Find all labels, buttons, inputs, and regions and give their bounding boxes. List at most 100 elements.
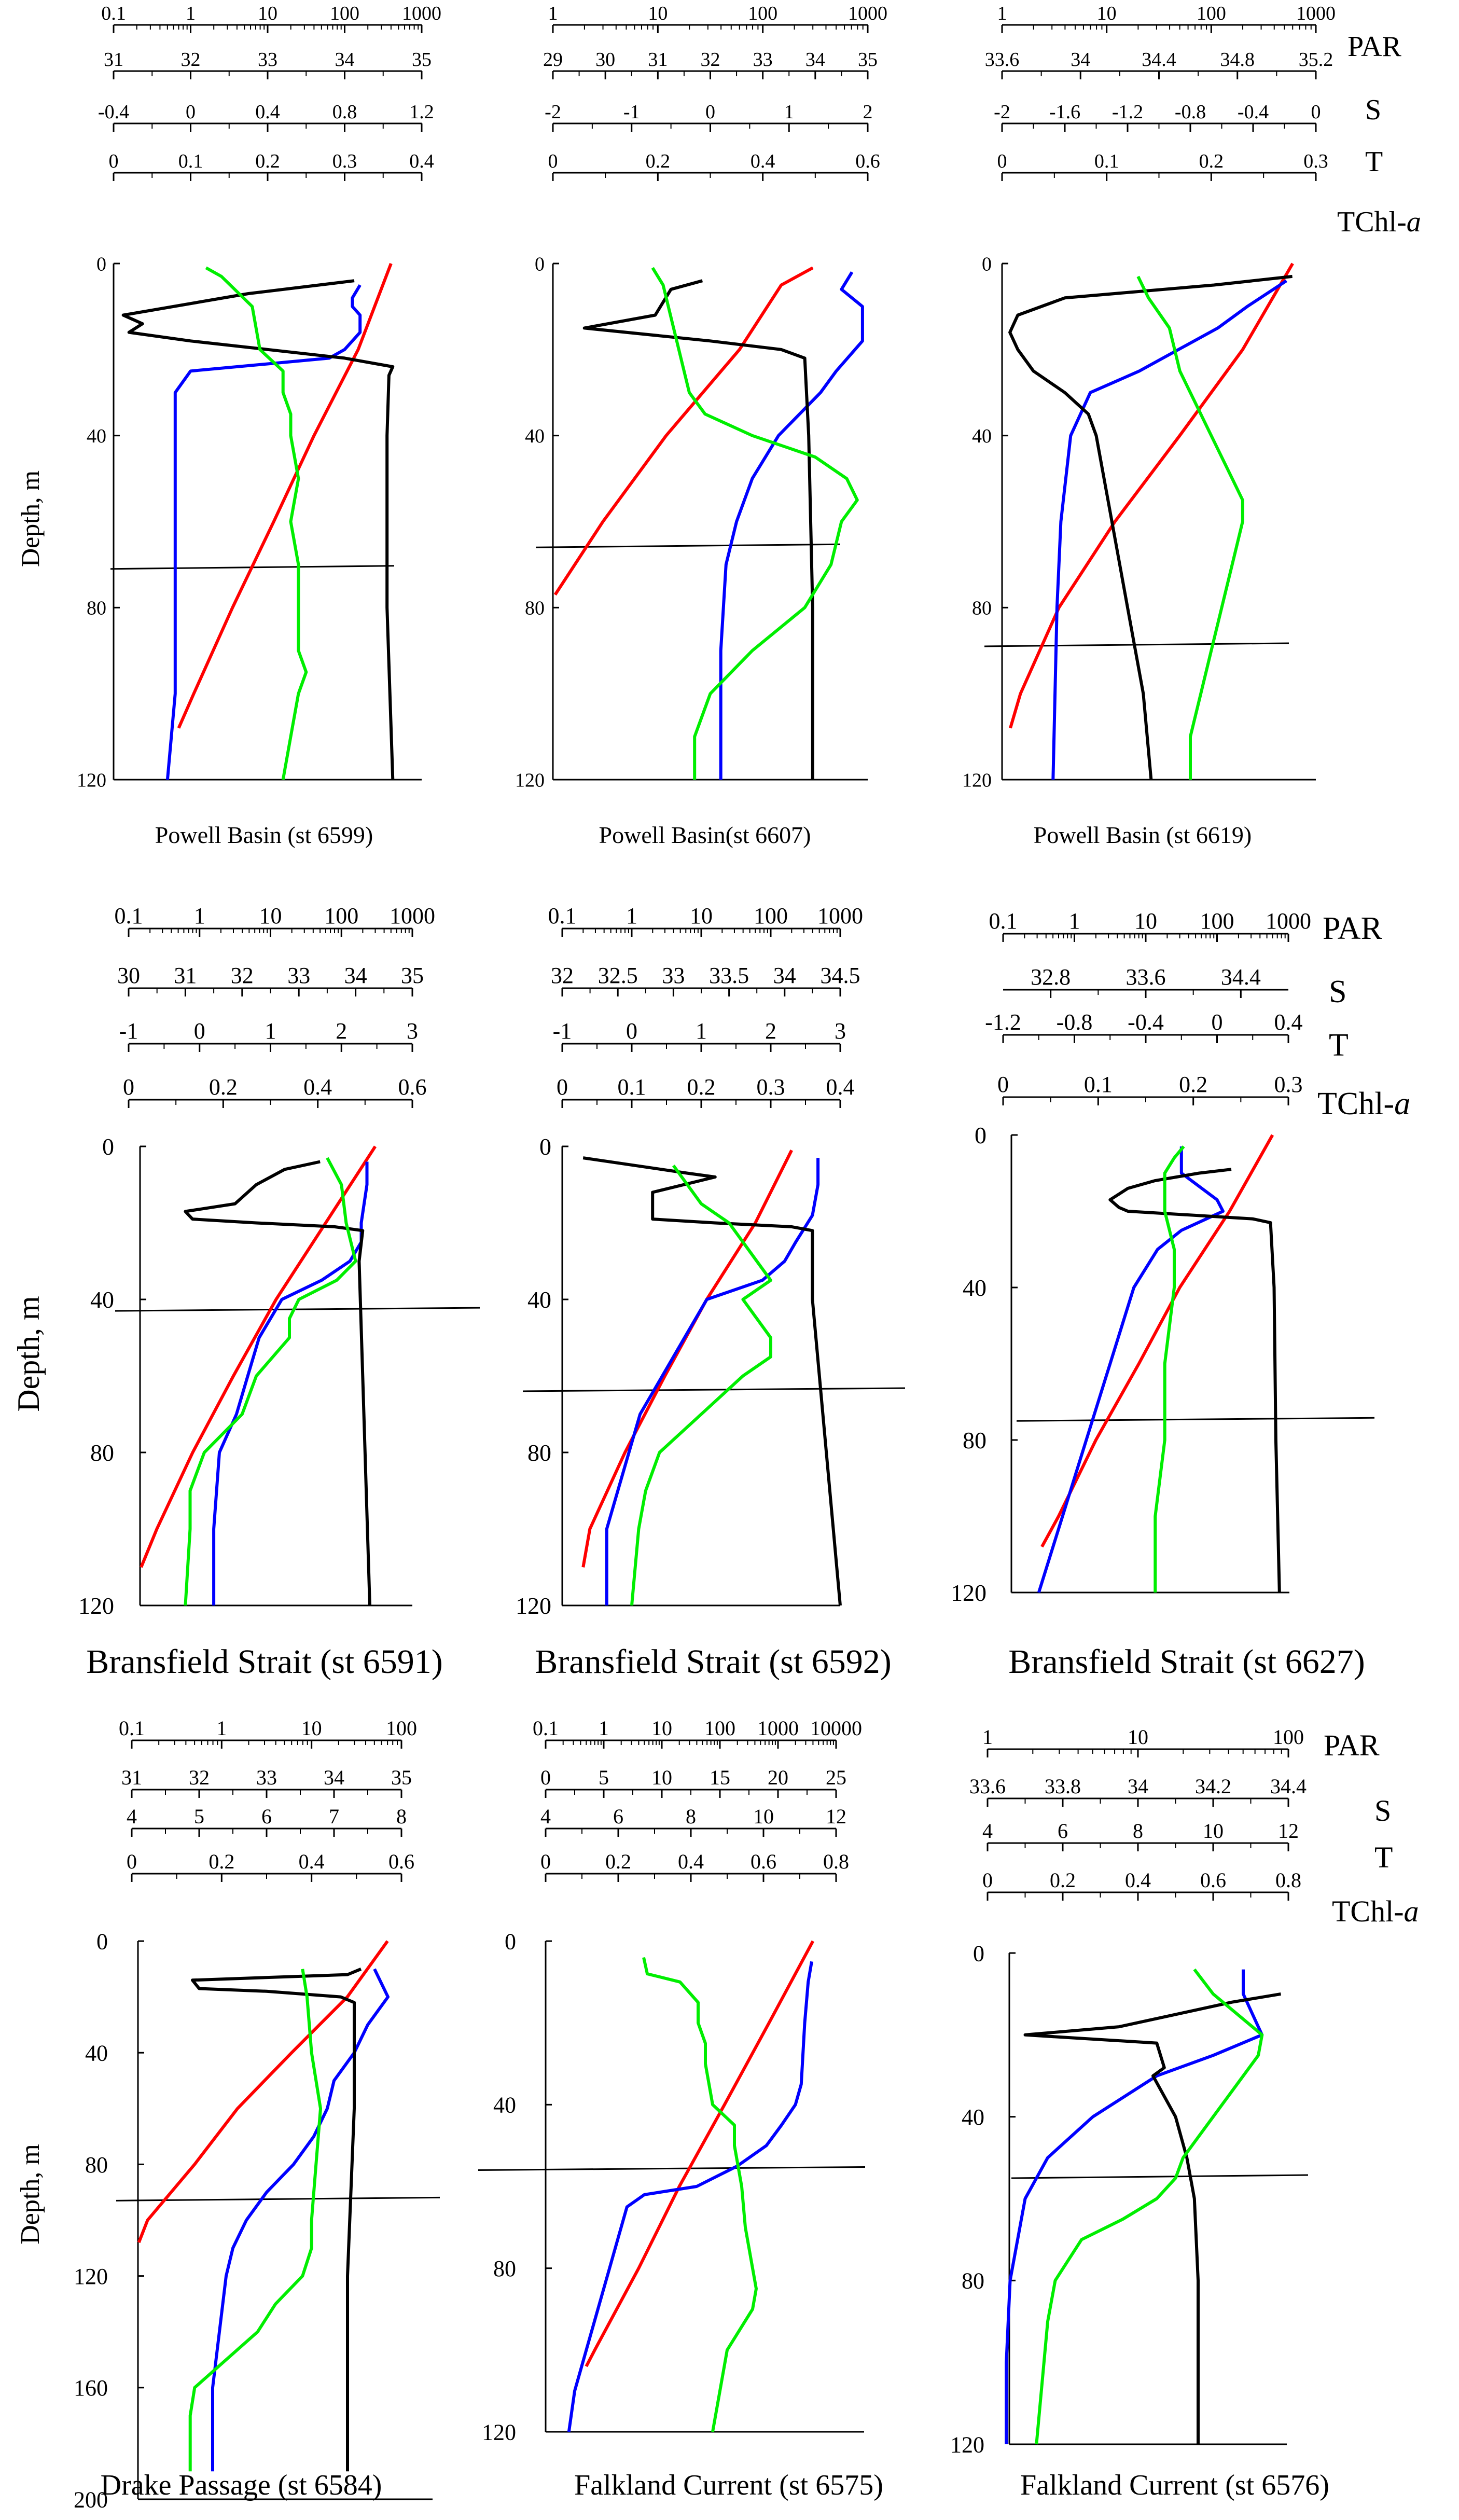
legend-row3: PAR S T TChl-a (1324, 1728, 1419, 1928)
axis-tick-label: 32 (551, 963, 574, 988)
axis-tick-label: 0.1 (1094, 150, 1119, 172)
axis-tick-label: 8 (686, 1805, 696, 1828)
depth-tick-label: 0 (535, 253, 545, 275)
mixed-layer-line (116, 2196, 440, 2201)
axis-tick-label: 0.2 (605, 1850, 631, 1873)
axis-tick-label: 0.4 (826, 1074, 855, 1100)
axis-tick-label: 100 (1273, 1725, 1304, 1749)
axis-tick-label: 30 (595, 49, 615, 71)
depth-tick-label: 80 (87, 598, 106, 619)
depth-tick-label: 0 (975, 1122, 986, 1148)
axis-tick-label: 10 (648, 3, 668, 24)
axis-tick-label: 29 (543, 49, 563, 71)
axis-tick-label: 1.2 (409, 101, 434, 123)
axis-tick-label: 35 (858, 49, 878, 71)
axis-par: 1 10 100 (982, 1725, 1304, 1757)
axis-par: 0.1 1 10 100 1000 10000 (533, 1716, 862, 1749)
axis-tick-label: -0.8 (1057, 1009, 1093, 1035)
axis-tick-label: 0.6 (855, 150, 880, 172)
axis-tick-label: 34 (324, 1766, 344, 1789)
axis-tick-label: 12 (826, 1805, 846, 1828)
axis-tick-label: 0.1 (618, 1074, 646, 1100)
axis-tick-label: 33.8 (1045, 1775, 1081, 1798)
axis-tick-label: 0 (127, 1850, 137, 1873)
depth-tick-label: 40 (493, 2093, 516, 2118)
depth-tick-label: 40 (972, 425, 992, 447)
y-axis-label-row3: Depth, m (16, 2144, 45, 2245)
axis-tick-label: 1000 (757, 1716, 799, 1740)
series-t (582, 279, 814, 780)
depth-tick-label: 40 (962, 2104, 984, 2130)
depth-tick-label: 80 (527, 1439, 551, 1466)
axis-tick-label: 100 (754, 903, 788, 929)
axis-tick-label: 6 (261, 1805, 272, 1828)
axis-tick-label: 2 (336, 1018, 347, 1044)
legend-s-label: S (1329, 974, 1346, 1009)
axis-s: 29 30 31 32 33 34 35 (543, 49, 878, 79)
axis-tick-label: 0.6 (388, 1850, 414, 1873)
axis-tick-label: 0.8 (332, 101, 357, 123)
axis-tick-label: 7 (329, 1805, 339, 1828)
axis-tick-label: 32.8 (1031, 964, 1071, 990)
axis-tick-label: -1 (119, 1018, 138, 1044)
series-t (184, 1160, 371, 1606)
axis-par: 0.1 1 10 100 1000 (101, 3, 441, 33)
axis-tick-label: 10 (690, 903, 713, 929)
axis-tick-label: 1 (696, 1018, 707, 1044)
series-tchla (630, 1165, 772, 1606)
axis-tick-label: 30 (117, 963, 140, 988)
axis-tick-label: 31 (174, 963, 197, 988)
axis-tick-label: 0 (997, 1072, 1009, 1097)
axis-tick-label: -1 (623, 101, 640, 123)
axis-tick-label: 0 (540, 1766, 551, 1789)
axis-par: 0.1 1 10 100 1000 (548, 903, 863, 937)
legend-s-label: S (1365, 94, 1381, 126)
axis-tick-label: 0.3 (332, 150, 357, 172)
axis-tick-label: 0 (109, 150, 119, 172)
axis-tick-label: 1 (982, 1725, 993, 1749)
axis-tick-label: 0 (557, 1074, 568, 1100)
axis-tick-label: 20 (768, 1766, 788, 1789)
axis-t: 4 5 6 7 8 (127, 1805, 407, 1837)
axis-t: -2 -1.6 -1.2 -0.8 -0.4 0 (994, 101, 1321, 132)
series-par (137, 1940, 389, 2244)
axis-par: 0.1 1 10 100 1000 (115, 903, 435, 937)
axis-tick-label: 0.8 (823, 1850, 849, 1873)
axis-tick-label: 34 (1128, 1775, 1148, 1798)
series-par (1040, 1134, 1274, 1548)
axis-tick-label: 100 (324, 903, 358, 929)
depth-tick-label: 80 (962, 2268, 984, 2294)
axis-tick-label: 10 (259, 903, 282, 929)
axis-tick-label: 8 (1133, 1819, 1143, 1843)
series-t (121, 279, 395, 780)
axis-s: 33.6 33.8 34 34.2 34.4 (969, 1775, 1307, 1807)
axis-tick-label: -1 (553, 1018, 572, 1044)
depth-tick-label: 40 (525, 425, 545, 447)
axis-tick-label: 0 (1212, 1009, 1223, 1035)
axis-tick-label: 32 (231, 963, 254, 988)
axis-tick-label: 5 (194, 1805, 204, 1828)
depth-tick-label: 120 (74, 2264, 108, 2289)
axis-tick-label: 35.2 (1299, 49, 1333, 71)
legend-row2: PAR S T TChl-a (1317, 911, 1410, 1121)
axis-tick-label: 0.1 (989, 908, 1018, 934)
axis-tick-label: 34.2 (1195, 1775, 1231, 1798)
axis-t: -0.4 0 0.4 0.8 1.2 (98, 101, 434, 132)
depth-tick-label: 120 (962, 769, 992, 791)
axis-tick-label: -1.6 (1049, 101, 1080, 123)
axis-tick-label: 0.4 (299, 1850, 325, 1873)
axis-tick-label: 3 (835, 1018, 846, 1044)
series-tchla (1136, 275, 1244, 780)
panel-title: Falkland Current (st 6576) (1020, 2469, 1329, 2501)
axis-tick-label: 35 (412, 49, 432, 71)
axis-tick-label: 0 (626, 1018, 637, 1044)
axis-tick-label: 33 (258, 49, 277, 71)
axis-tick-label: 10 (651, 1716, 672, 1740)
axis-tick-label: 1000 (390, 903, 435, 929)
axis-tick-label: 34 (773, 963, 796, 988)
axis-s: 31 32 33 34 35 (121, 1766, 412, 1798)
axis-tick-label: 0.8 (1275, 1868, 1301, 1892)
